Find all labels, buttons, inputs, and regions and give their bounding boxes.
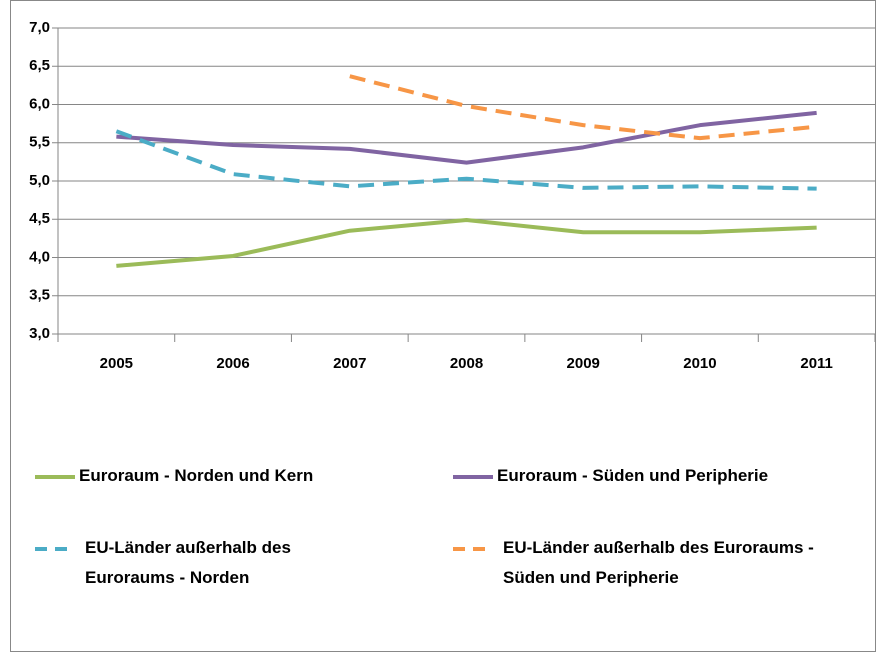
y-tick-label: 4,0 bbox=[29, 248, 50, 265]
legend-item: EU-Länder außerhalb des Euroraums - Nord… bbox=[35, 533, 335, 593]
x-tick-label: 2011 bbox=[800, 355, 833, 372]
series-line bbox=[116, 218, 817, 268]
legend-item: Euroraum - Süden und Peripherie bbox=[453, 461, 853, 491]
legend-swatch bbox=[35, 547, 75, 551]
x-tick-label: 2008 bbox=[450, 355, 483, 372]
y-tick-label: 5,5 bbox=[29, 134, 50, 151]
legend-swatch bbox=[35, 475, 75, 479]
legend-swatch bbox=[453, 547, 493, 551]
y-tick-label: 5,0 bbox=[29, 172, 50, 189]
x-tick-label: 2010 bbox=[683, 355, 716, 372]
y-tick-label: 3,0 bbox=[29, 325, 50, 342]
legend-item: EU-Länder außerhalb des Euroraums - Süde… bbox=[453, 533, 853, 593]
legend-item: Euroraum - Norden und Kern bbox=[35, 461, 335, 491]
legend-label: EU-Länder außerhalb des Euroraums - Nord… bbox=[85, 538, 291, 587]
y-tick-label: 4,5 bbox=[29, 210, 50, 227]
x-tick-label: 2009 bbox=[567, 355, 600, 372]
chart-border bbox=[10, 0, 876, 652]
legend-label: Euroraum - Süden und Peripherie bbox=[497, 466, 769, 485]
x-tick-label: 2005 bbox=[100, 355, 133, 372]
series-line bbox=[349, 74, 817, 141]
series-line bbox=[116, 110, 817, 165]
y-tick-label: 7,0 bbox=[29, 19, 50, 36]
y-tick-label: 6,5 bbox=[29, 57, 50, 74]
legend-label: EU-Länder außerhalb des Euroraums - Süde… bbox=[503, 538, 814, 587]
y-tick-label: 3,5 bbox=[29, 287, 50, 304]
series-line bbox=[115, 129, 817, 191]
legend-swatch bbox=[453, 475, 493, 479]
legend-label: Euroraum - Norden und Kern bbox=[79, 466, 314, 485]
x-tick-label: 2006 bbox=[216, 355, 249, 372]
y-tick-label: 6,0 bbox=[29, 95, 50, 112]
x-tick-label: 2007 bbox=[333, 355, 366, 372]
